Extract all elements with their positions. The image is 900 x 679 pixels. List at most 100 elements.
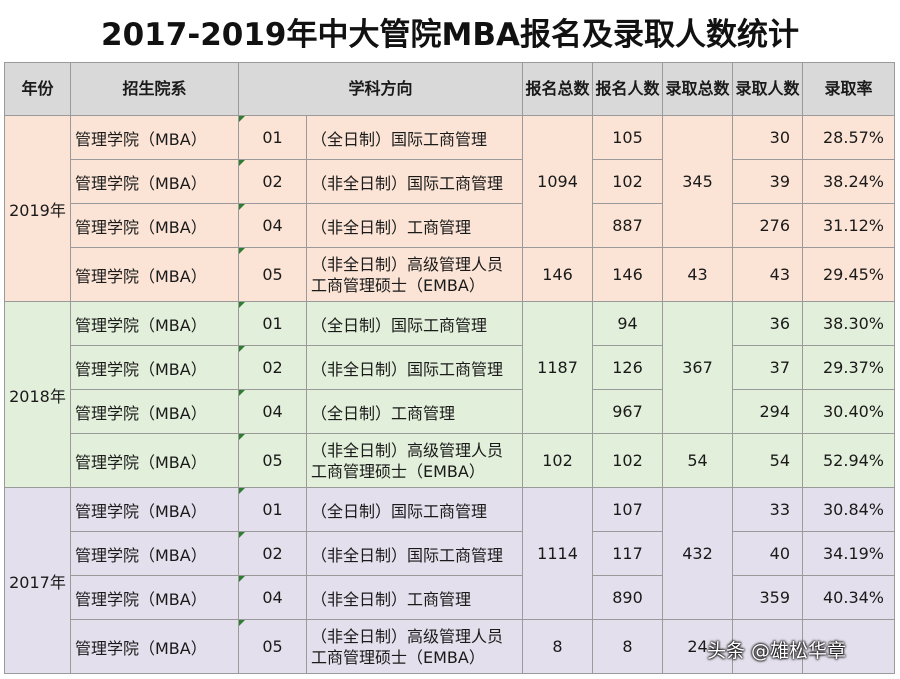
cell-marker-icon bbox=[239, 576, 245, 582]
admit-count-cell: 39 bbox=[732, 159, 804, 204]
rate-cell: 30.40% bbox=[802, 389, 896, 434]
cell-marker-icon bbox=[239, 116, 245, 122]
apply-total-cell: 102 bbox=[522, 433, 594, 488]
apply-count-cell: 102 bbox=[592, 433, 664, 488]
admit-total-cell: 432 bbox=[662, 487, 734, 620]
header-apply-total: 报名总数 bbox=[522, 62, 594, 116]
apply-count-cell: 967 bbox=[592, 389, 664, 434]
admit-total-cell: 24 bbox=[662, 619, 734, 674]
source-watermark: 头条 @雄松华章 bbox=[707, 639, 847, 662]
major-cell: （非全日制）高级管理人员 工商管理硕士（EMBA） bbox=[305, 433, 524, 488]
table-row: 管理学院（MBA） 04 （非全日制）工商管理 887 276 31.12% bbox=[5, 203, 896, 248]
school-cell: 管理学院（MBA） bbox=[70, 345, 239, 390]
admit-count-cell: 54 bbox=[732, 433, 804, 488]
table-row: 管理学院（MBA） 04 （全日制）工商管理 967 294 30.40% bbox=[5, 389, 896, 434]
admit-count-cell: 359 bbox=[732, 575, 804, 620]
header-apply-count: 报名人数 bbox=[592, 62, 664, 116]
cell-marker-icon bbox=[239, 302, 245, 308]
admit-count-cell: 33 bbox=[732, 487, 804, 532]
major-cell: （全日制）国际工商管理 bbox=[305, 487, 524, 532]
apply-count-cell: 107 bbox=[592, 487, 664, 532]
major-cell: （非全日制）国际工商管理 bbox=[305, 345, 524, 390]
major-cell: （非全日制）高级管理人员 工商管理硕士（EMBA） bbox=[305, 247, 524, 302]
admit-total-cell: 43 bbox=[662, 247, 734, 302]
header-admit-total: 录取总数 bbox=[662, 62, 734, 116]
header-year: 年份 bbox=[4, 62, 71, 116]
rate-cell: 40.34% bbox=[802, 575, 896, 620]
code-cell: 04 bbox=[238, 203, 307, 248]
apply-count-cell: 126 bbox=[592, 345, 664, 390]
major-cell: （非全日制）高级管理人员 工商管理硕士（EMBA） bbox=[305, 619, 524, 674]
cell-marker-icon bbox=[239, 160, 245, 166]
apply-total-cell: 1094 bbox=[522, 115, 594, 248]
apply-count-cell: 105 bbox=[592, 115, 664, 160]
table-row: 管理学院（MBA） 05 （非全日制）高级管理人员 工商管理硕士（EMBA） 14… bbox=[5, 247, 896, 302]
school-cell: 管理学院（MBA） bbox=[70, 115, 239, 160]
apply-total-cell: 146 bbox=[522, 247, 594, 302]
admit-total-cell: 367 bbox=[662, 301, 734, 434]
cell-marker-icon bbox=[239, 204, 245, 210]
table-row: 管理学院（MBA） 02 （非全日制）国际工商管理 102 39 38.24% bbox=[5, 159, 896, 204]
cell-marker-icon bbox=[239, 620, 245, 626]
code-cell: 04 bbox=[238, 389, 307, 434]
page-title: 2017-2019年中大管院MBA报名及录取人数统计 bbox=[101, 16, 799, 53]
table-row: 2017年 管理学院（MBA） 01 （全日制）国际工商管理 1114 107 … bbox=[4, 487, 896, 674]
cell-marker-icon bbox=[239, 488, 245, 494]
admit-count-cell: 294 bbox=[732, 389, 804, 434]
apply-count-cell: 102 bbox=[592, 159, 664, 204]
apply-count-cell: 8 bbox=[592, 619, 664, 674]
admit-total-cell: 345 bbox=[662, 115, 734, 248]
header-major: 学科方向 bbox=[237, 62, 524, 116]
table-row: 管理学院（MBA） 04 （非全日制）工商管理 890 359 40.34% bbox=[5, 575, 896, 620]
cell-marker-icon bbox=[239, 248, 245, 254]
apply-total-cell: 1114 bbox=[522, 487, 594, 620]
table-row: 2018年 管理学院（MBA） 01 （全日制）国际工商管理 1187 94 3… bbox=[4, 301, 896, 488]
year-cell: 2019年 bbox=[4, 115, 71, 302]
admit-count-cell: 36 bbox=[732, 301, 804, 346]
apply-count-cell: 146 bbox=[592, 247, 664, 302]
school-cell: 管理学院（MBA） bbox=[70, 433, 239, 488]
admit-count-cell bbox=[732, 619, 804, 674]
year-cell: 2018年 bbox=[4, 301, 71, 488]
table-row: 管理学院（MBA） 05 （非全日制）高级管理人员 工商管理硕士（EMBA） 8 … bbox=[5, 619, 896, 674]
major-cell: （非全日制）国际工商管理 bbox=[305, 531, 524, 576]
admit-count-cell: 37 bbox=[732, 345, 804, 390]
code-cell: 04 bbox=[238, 575, 307, 620]
admission-stats-table: 年份 招生院系 学科方向 报名总数 报名人数 录取总数 录取人数 录取率 201… bbox=[4, 62, 896, 674]
code-cell: 01 bbox=[238, 487, 307, 532]
code-cell: 02 bbox=[238, 345, 307, 390]
school-cell: 管理学院（MBA） bbox=[70, 575, 239, 620]
major-cell: （全日制）工商管理 bbox=[305, 389, 524, 434]
admit-total-cell: 54 bbox=[662, 433, 734, 488]
rate-cell: 30.84% bbox=[802, 487, 896, 532]
school-cell: 管理学院（MBA） bbox=[70, 301, 239, 346]
code-cell: 05 bbox=[238, 433, 307, 488]
apply-count-cell: 117 bbox=[592, 531, 664, 576]
rate-cell: 31.12% bbox=[802, 203, 896, 248]
major-cell: （全日制）国际工商管理 bbox=[305, 301, 524, 346]
table-row: 管理学院（MBA） 02 （非全日制）国际工商管理 117 40 34.19% bbox=[5, 531, 896, 576]
code-cell: 02 bbox=[238, 159, 307, 204]
header-admit-count: 录取人数 bbox=[732, 62, 804, 116]
rate-cell: 52.94% bbox=[802, 433, 896, 488]
cell-marker-icon bbox=[239, 532, 245, 538]
school-cell: 管理学院（MBA） bbox=[70, 619, 239, 674]
school-cell: 管理学院（MBA） bbox=[70, 487, 239, 532]
school-cell: 管理学院（MBA） bbox=[70, 389, 239, 434]
major-cell: （非全日制）工商管理 bbox=[305, 575, 524, 620]
header-row: 年份 招生院系 学科方向 报名总数 报名人数 录取总数 录取人数 录取率 bbox=[4, 62, 896, 116]
apply-total-cell: 1187 bbox=[522, 301, 594, 434]
major-cell: （非全日制）国际工商管理 bbox=[305, 159, 524, 204]
header-rate: 录取率 bbox=[802, 62, 896, 116]
rate-cell: 38.24% bbox=[802, 159, 896, 204]
cell-marker-icon bbox=[239, 434, 245, 440]
table-row: 2019年 管理学院（MBA） 01 （全日制）国际工商管理 1094 105 … bbox=[4, 115, 896, 302]
code-cell: 02 bbox=[238, 531, 307, 576]
cell-marker-icon bbox=[239, 346, 245, 352]
rate-cell: 28.57% bbox=[802, 115, 896, 160]
admit-count-cell: 40 bbox=[732, 531, 804, 576]
apply-count-cell: 887 bbox=[592, 203, 664, 248]
table-row: 管理学院（MBA） 05 （非全日制）高级管理人员 工商管理硕士（EMBA） 10… bbox=[5, 433, 896, 488]
admit-count-cell: 43 bbox=[732, 247, 804, 302]
major-cell: （全日制）国际工商管理 bbox=[305, 115, 524, 160]
